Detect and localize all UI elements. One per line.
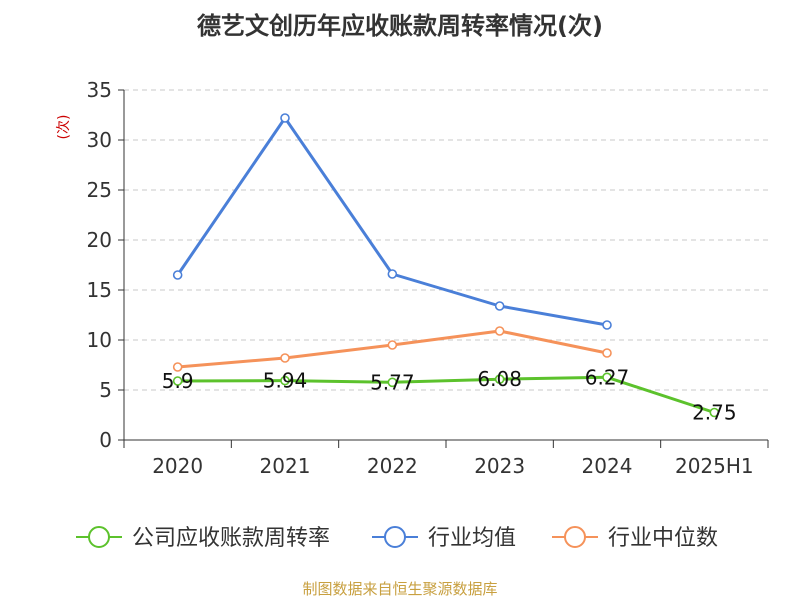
grid-lines [124,89,768,391]
y-tick-label: 25 [87,178,112,202]
data-point [280,375,290,386]
data-point [494,301,505,311]
legend-marker [384,526,406,548]
data-point [494,326,505,336]
series-layer [172,113,720,418]
legend-label: 行业中位数 [608,526,718,551]
data-point [280,113,290,123]
x-tick-label: 2021 [260,454,311,478]
data-point [387,340,398,350]
y-tick-labels: 0 5 10 15 20 25 30 35 [87,78,112,452]
data-labels: 5.9 5.94 5.77 6.08 6.27 2.75 [162,365,737,424]
data-point [602,348,612,358]
x-tick-label: 2024 [582,454,633,478]
x-tick-label: 2022 [367,454,418,478]
y-tick-label: 15 [87,278,112,302]
y-axis-unit-label: (次) [56,115,72,140]
chart-title: 德艺文创历年应收账款周转率情况(次) [197,12,603,40]
data-point [602,372,612,383]
data-point [387,377,398,388]
series-line-0 [177,375,715,414]
source-note: 制图数据来自恒生聚源数据库 [302,580,497,598]
data-label: 6.27 [585,365,630,389]
y-tick-label: 10 [87,328,112,352]
data-point [709,407,720,418]
data-label: 5.94 [263,369,308,393]
data-point [602,320,612,330]
legend-label: 公司应收账款周转率 [132,526,330,551]
x-tick-label: 2025H1 [675,454,754,478]
data-label: 5.9 [162,369,194,393]
series-line-1 [176,116,608,327]
axes [118,89,769,448]
legend: 公司应收账款周转率 行业均值 行业中位数 [76,526,718,551]
legend-marker [564,526,586,548]
data-point [172,376,183,386]
data-point [280,353,290,363]
y-tick-label: 35 [87,78,112,102]
y-tick-label: 0 [99,428,112,452]
data-point [494,374,505,385]
data-point [387,269,398,279]
data-point [172,270,183,280]
data-label: 6.08 [477,367,522,391]
y-tick-label: 20 [87,228,112,252]
legend-marker [88,526,110,548]
data-label: 2.75 [692,401,737,425]
x-tick-labels: 2020 2021 2022 2023 2024 2025H1 [152,454,753,478]
legend-label: 行业均值 [428,526,516,551]
y-tick-label: 5 [99,378,112,402]
x-tick-label: 2020 [152,454,203,478]
x-tick-label: 2023 [474,454,525,478]
data-point [172,362,183,372]
data-label: 5.77 [370,370,415,394]
y-tick-label: 30 [87,128,112,152]
